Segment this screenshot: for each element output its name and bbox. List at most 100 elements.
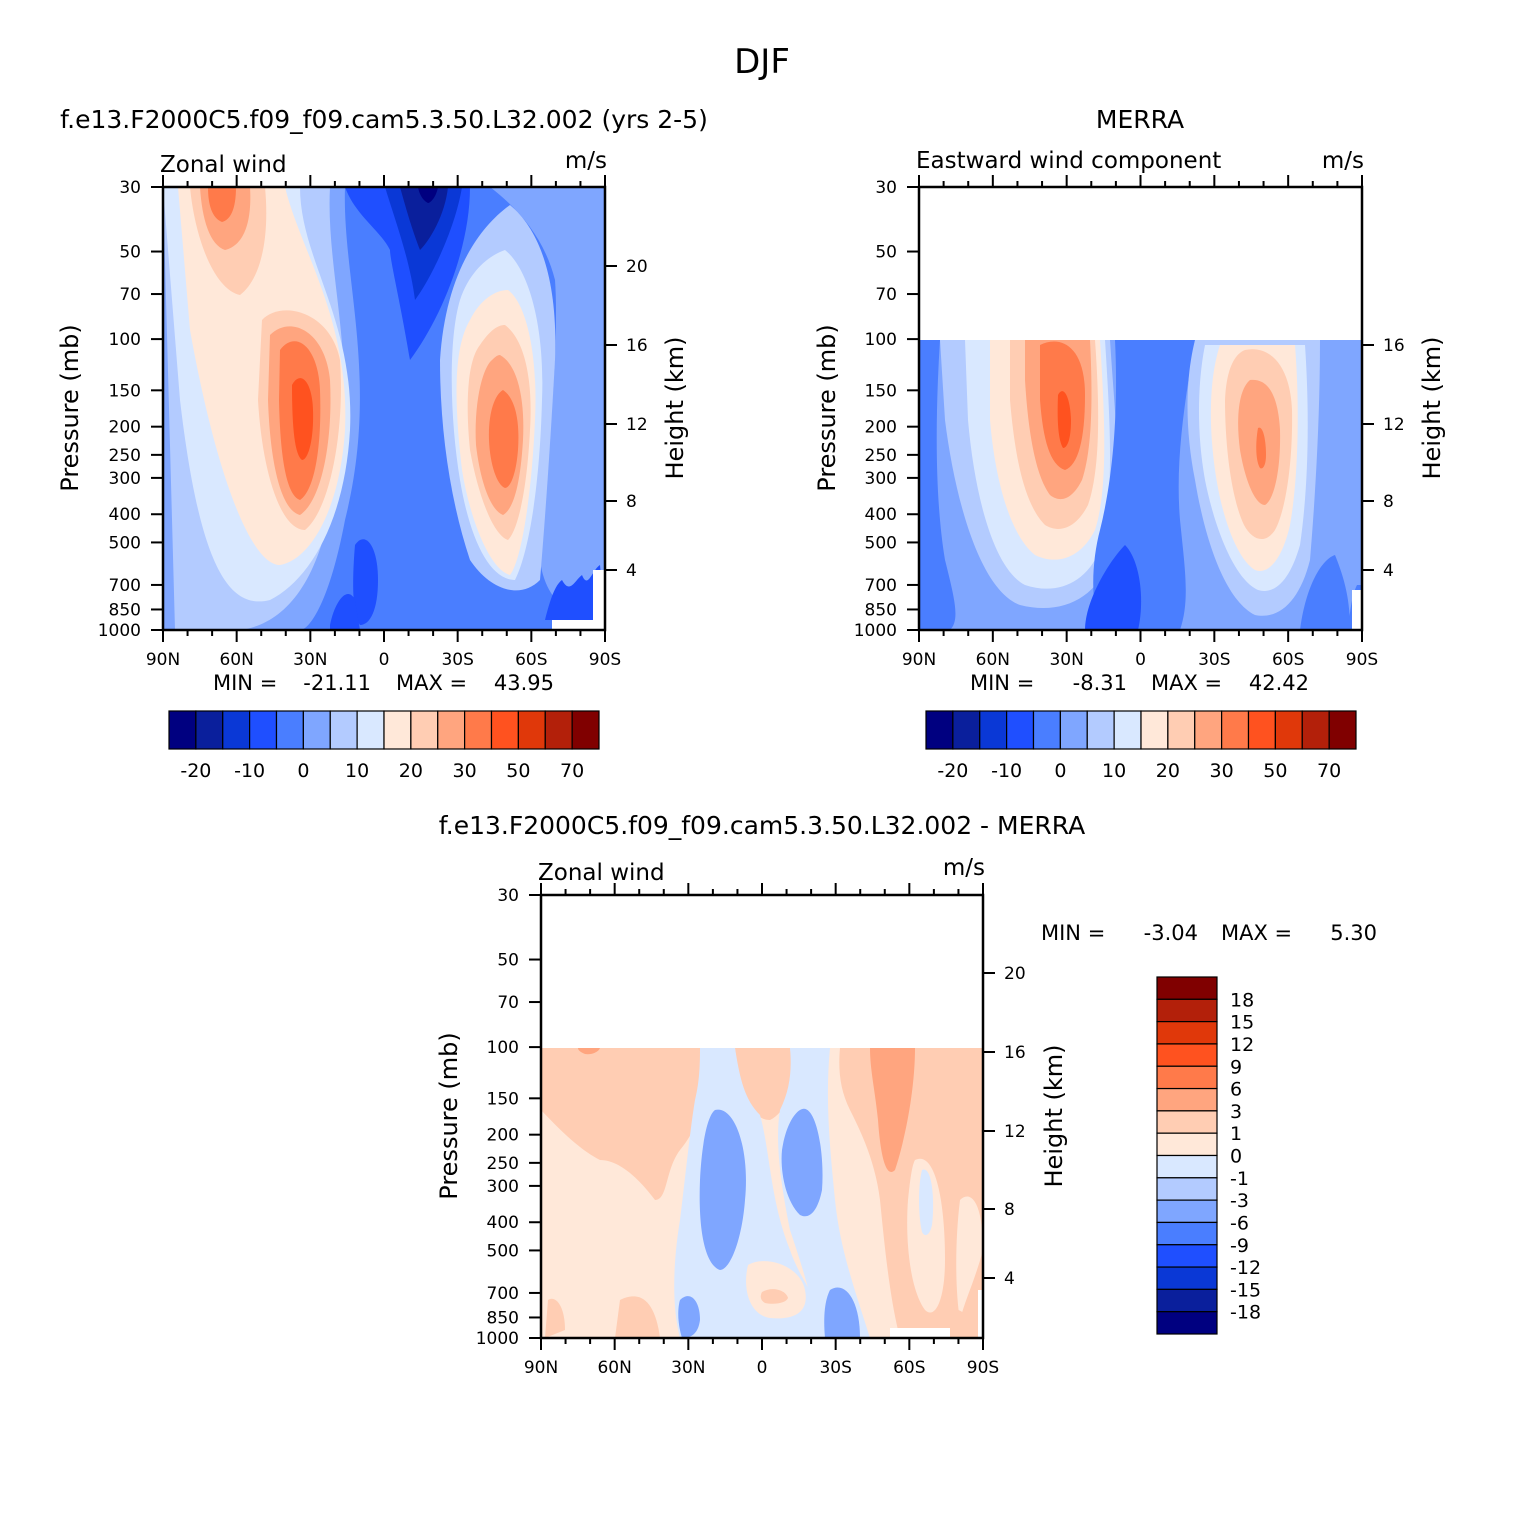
- latitude-tick-label: 60N: [597, 1358, 631, 1378]
- colorbar-label: 70: [560, 760, 584, 782]
- colorbar-swatch: [1156, 1266, 1218, 1290]
- contour-fill-band: [418, 187, 438, 203]
- contour-fill-band: [615, 1296, 660, 1338]
- max-label: MAX =: [1151, 671, 1222, 695]
- latitude-tick-label: 30N: [671, 1358, 705, 1378]
- colorbar-swatch: [1221, 710, 1250, 750]
- height-tick-label: 8: [1004, 1200, 1015, 1220]
- panel-diff-ylabel-right: Height (km): [1040, 1045, 1068, 1188]
- colorbar-swatch: [249, 710, 278, 750]
- latitude-tick-label: 30N: [293, 650, 327, 670]
- panel-merra-ylabel-right: Height (km): [1418, 337, 1446, 480]
- colorbar-swatch: [1194, 710, 1223, 750]
- panel-merra-units: m/s: [1322, 148, 1364, 174]
- colorbar-swatch: [275, 710, 304, 750]
- colorbar-swatch: [1156, 1132, 1218, 1157]
- latitude-tick-label: 90S: [589, 650, 621, 670]
- colorbar-label: 12: [1230, 1034, 1254, 1056]
- latitude-tick-label: 60S: [1272, 650, 1304, 670]
- pressure-tick-label: 150: [109, 381, 141, 401]
- pressure-tick-label: 1000: [98, 621, 141, 641]
- colorbar-label: -10: [991, 760, 1022, 782]
- latitude-tick-label: 0: [379, 650, 390, 670]
- contour-fill-band: [824, 1287, 860, 1338]
- height-tick-label: 16: [626, 336, 648, 356]
- panel-model-contour-field: [163, 187, 605, 630]
- colorbar-swatch: [490, 710, 519, 750]
- height-tick-label: 16: [1004, 1043, 1026, 1063]
- colorbar-label: 20: [399, 760, 423, 782]
- colorbar-swatch: [1032, 710, 1061, 750]
- height-tick-label: 12: [1383, 415, 1405, 435]
- panel-merra-contour-field: [919, 340, 1362, 630]
- panel-model-title: f.e13.F2000C5.f09_f09.cam5.3.50.L32.002 …: [60, 105, 708, 134]
- contour-fill-band: [1300, 555, 1350, 630]
- contour-fill-band: [678, 1296, 700, 1338]
- pressure-tick-label: 200: [865, 418, 897, 438]
- panel-diff-units: m/s: [943, 855, 985, 881]
- pressure-tick-label: 30: [875, 178, 897, 198]
- colorbar-swatch: [979, 710, 1008, 750]
- colorbar-label: -20: [180, 760, 211, 782]
- colorbar-label: 20: [1156, 760, 1180, 782]
- colorbar-swatch: [168, 710, 197, 750]
- min-label: MIN =: [213, 671, 277, 695]
- pressure-tick-label: 400: [109, 505, 141, 525]
- pressure-tick-label: 400: [865, 505, 897, 525]
- pressure-tick-label: 50: [497, 951, 519, 971]
- height-tick-label: 4: [626, 561, 637, 581]
- colorbar-label: 15: [1230, 1012, 1254, 1034]
- latitude-tick-label: 30S: [441, 650, 473, 670]
- pressure-tick-label: 250: [865, 446, 897, 466]
- colorbar-swatch: [544, 710, 573, 750]
- max-value: 42.42: [1249, 671, 1309, 695]
- contour-fill-band: [1085, 545, 1142, 630]
- colorbar-swatch: [952, 710, 981, 750]
- contour-fill-band: [919, 340, 956, 630]
- max-value: 5.30: [1330, 921, 1377, 945]
- latitude-tick-label: 60N: [976, 650, 1010, 670]
- pressure-tick-label: 30: [119, 178, 141, 198]
- latitude-tick-label: 90N: [146, 650, 180, 670]
- colorbar-swatch: [1156, 1154, 1218, 1179]
- colorbar-swatch: [1328, 710, 1357, 750]
- panel-model-variable-label: Zonal wind: [160, 152, 287, 178]
- colorbar-swatch: [925, 710, 954, 750]
- colorbar-swatch: [517, 710, 546, 750]
- contour-fill-band: [870, 1048, 915, 1172]
- height-tick-label: 12: [1004, 1122, 1026, 1142]
- latitude-tick-label: 0: [1135, 650, 1146, 670]
- contour-fill-band: [781, 1108, 823, 1217]
- colorbar-swatch: [1156, 1199, 1218, 1224]
- height-tick-label: 20: [626, 257, 648, 277]
- panel-model-min-max: MIN = -21.11 MAX = 43.95: [213, 671, 554, 695]
- latitude-tick-label: 90S: [967, 1358, 999, 1378]
- colorbar-label: 3: [1230, 1101, 1242, 1123]
- colorbar-swatch: [1156, 1043, 1218, 1067]
- height-tick-label: 16: [1383, 336, 1405, 356]
- contour-fill-band: [490, 187, 605, 620]
- colorbar-swatch: [1156, 1177, 1218, 1201]
- colorbar-swatch: [1274, 710, 1303, 750]
- height-tick-label: 4: [1004, 1269, 1015, 1289]
- colorbar-swatch: [383, 710, 412, 750]
- missing-data-region: [890, 1328, 950, 1338]
- pressure-tick-label: 100: [109, 330, 141, 350]
- height-tick-label: 20: [1004, 964, 1026, 984]
- colorbar-label: 0: [1054, 760, 1066, 782]
- contour-fill-band: [1256, 427, 1266, 469]
- pressure-tick-label: 70: [875, 285, 897, 305]
- latitude-tick-label: 60N: [219, 650, 253, 670]
- colorbar-label: 50: [506, 760, 530, 782]
- colorbar-swatch: [1156, 1244, 1218, 1268]
- figure-title: DJF: [734, 42, 790, 82]
- panel-model-ylabel-right: Height (km): [661, 337, 689, 480]
- pressure-tick-label: 70: [119, 285, 141, 305]
- contour-fill-band: [760, 1289, 788, 1304]
- pressure-tick-label: 50: [119, 243, 141, 263]
- contour-fill-band: [545, 565, 605, 620]
